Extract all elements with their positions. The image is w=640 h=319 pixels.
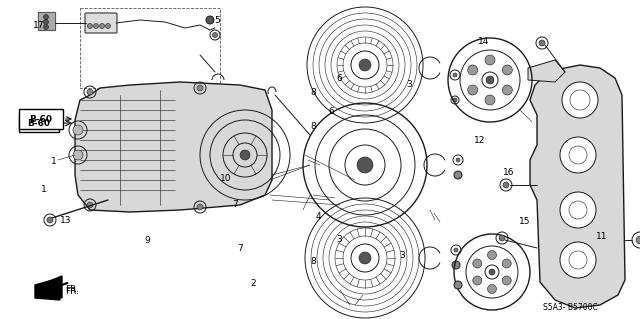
Polygon shape xyxy=(530,65,625,308)
Polygon shape xyxy=(35,278,60,300)
Circle shape xyxy=(212,33,218,38)
Text: 5: 5 xyxy=(215,16,220,25)
Circle shape xyxy=(485,55,495,65)
Circle shape xyxy=(560,242,596,278)
Bar xyxy=(80,8,220,88)
Circle shape xyxy=(359,252,371,264)
Text: 3: 3 xyxy=(407,80,412,89)
Text: 2: 2 xyxy=(250,279,255,288)
Circle shape xyxy=(468,85,477,95)
Text: B-60: B-60 xyxy=(28,118,51,128)
Circle shape xyxy=(240,150,250,160)
FancyBboxPatch shape xyxy=(19,114,59,132)
Circle shape xyxy=(359,59,371,71)
Circle shape xyxy=(47,217,53,223)
Circle shape xyxy=(488,285,497,293)
Circle shape xyxy=(197,204,203,210)
Circle shape xyxy=(486,76,494,84)
Text: 16: 16 xyxy=(503,168,515,177)
Circle shape xyxy=(106,24,111,28)
Circle shape xyxy=(502,259,511,268)
Circle shape xyxy=(454,248,458,252)
Polygon shape xyxy=(75,82,272,212)
Circle shape xyxy=(87,202,93,208)
Circle shape xyxy=(453,98,457,102)
Circle shape xyxy=(88,24,93,28)
Text: 7: 7 xyxy=(237,244,243,253)
FancyBboxPatch shape xyxy=(85,13,117,33)
Text: S5A3- B5700C: S5A3- B5700C xyxy=(543,303,597,313)
FancyBboxPatch shape xyxy=(19,109,63,129)
Circle shape xyxy=(206,16,214,24)
Text: 4: 4 xyxy=(316,212,321,221)
Text: 6: 6 xyxy=(329,107,334,116)
Text: 11: 11 xyxy=(596,232,607,241)
Circle shape xyxy=(73,150,83,160)
Circle shape xyxy=(489,269,495,275)
Circle shape xyxy=(93,24,99,28)
Text: 8: 8 xyxy=(311,257,316,266)
Circle shape xyxy=(452,261,460,269)
Text: FR.: FR. xyxy=(65,286,79,295)
Circle shape xyxy=(357,157,373,173)
Text: 1: 1 xyxy=(51,158,57,167)
Text: 6: 6 xyxy=(337,74,342,83)
Text: 15: 15 xyxy=(519,217,531,226)
Circle shape xyxy=(197,85,203,91)
Circle shape xyxy=(99,24,104,28)
Circle shape xyxy=(560,137,596,173)
Circle shape xyxy=(44,25,49,29)
Circle shape xyxy=(44,14,49,19)
Text: 9: 9 xyxy=(145,236,150,245)
Circle shape xyxy=(502,276,511,285)
Text: FR.: FR. xyxy=(65,286,79,294)
Circle shape xyxy=(456,158,460,162)
Polygon shape xyxy=(528,60,565,82)
Circle shape xyxy=(454,281,462,289)
Circle shape xyxy=(560,192,596,228)
Circle shape xyxy=(73,125,83,135)
Text: 8: 8 xyxy=(311,88,316,97)
Circle shape xyxy=(636,236,640,244)
Circle shape xyxy=(562,82,598,118)
Polygon shape xyxy=(35,276,62,298)
Text: 7: 7 xyxy=(233,200,238,209)
Circle shape xyxy=(453,73,457,77)
Text: 17: 17 xyxy=(33,21,44,30)
Circle shape xyxy=(473,259,482,268)
Circle shape xyxy=(454,171,462,179)
Circle shape xyxy=(488,250,497,259)
Text: 13: 13 xyxy=(60,216,71,225)
Text: 10: 10 xyxy=(220,174,231,183)
Text: 12: 12 xyxy=(474,136,486,145)
Text: 14: 14 xyxy=(477,37,489,46)
Circle shape xyxy=(539,40,545,46)
Circle shape xyxy=(473,276,482,285)
Circle shape xyxy=(44,19,49,25)
Text: 3: 3 xyxy=(399,251,404,260)
Circle shape xyxy=(503,182,509,188)
Circle shape xyxy=(502,85,513,95)
Text: 1: 1 xyxy=(41,185,46,194)
Circle shape xyxy=(87,89,93,95)
Circle shape xyxy=(468,65,477,75)
Text: 3: 3 xyxy=(337,235,342,244)
Text: 8: 8 xyxy=(311,122,316,130)
Circle shape xyxy=(485,95,495,105)
Circle shape xyxy=(499,235,505,241)
Polygon shape xyxy=(38,12,55,30)
Circle shape xyxy=(502,65,513,75)
Text: B-60: B-60 xyxy=(29,115,52,123)
